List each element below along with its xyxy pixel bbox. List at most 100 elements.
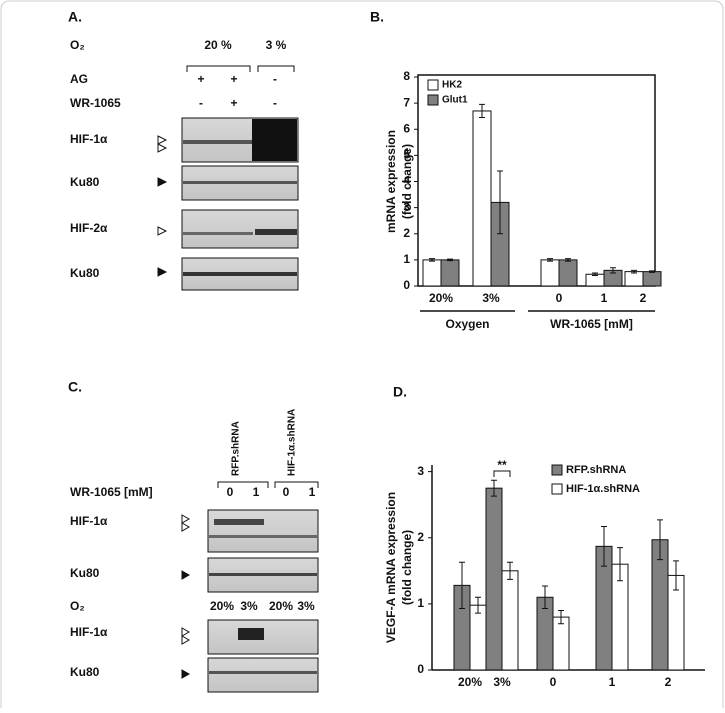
panel-label: C.	[68, 379, 82, 395]
y-axis-label: mRNA expression	[384, 130, 398, 233]
bracket	[217, 481, 319, 488]
bar	[422, 259, 442, 287]
group-label: RFP.shRNA	[231, 421, 242, 476]
x-tick-label: 1	[601, 291, 608, 305]
row-label: AG	[70, 72, 88, 86]
group-label: Oxygen	[445, 317, 489, 331]
error-bar	[610, 267, 616, 274]
bar	[501, 570, 519, 671]
bar	[485, 487, 503, 671]
condition: 3%	[240, 599, 258, 613]
y-tick-label: 6	[403, 121, 410, 135]
bar	[540, 259, 560, 287]
legend-swatch	[427, 79, 439, 91]
error-bar	[657, 519, 663, 561]
condition: 3 %	[266, 38, 287, 52]
y-tick-label: 3	[417, 464, 424, 478]
mark: -	[273, 72, 277, 86]
x-tick-label: 2	[640, 291, 647, 305]
bar	[624, 271, 644, 287]
condition: 3%	[297, 599, 315, 613]
error-bar	[547, 258, 553, 262]
blot-label: HIF-1α	[70, 132, 108, 146]
y-tick-label: 1	[417, 596, 424, 610]
mark: +	[197, 72, 204, 86]
panel-label: D.	[393, 384, 407, 400]
x-tick-label: 3%	[493, 675, 511, 689]
condition: 20%	[269, 599, 293, 613]
y-tick-label: 0	[403, 278, 410, 292]
y-tick-label: 5	[403, 148, 410, 162]
group-label: WR-1065 [mM]	[550, 317, 633, 331]
bracket	[186, 65, 295, 72]
error-bar	[429, 258, 435, 262]
legend-label: Glut1	[442, 95, 468, 106]
legend-swatch	[551, 464, 563, 476]
y-tick-label: 1	[403, 252, 410, 266]
row-label: WR-1065 [mM]	[70, 485, 153, 499]
y-tick-label: 4	[403, 174, 410, 188]
error-bar	[479, 103, 485, 118]
error-bar	[631, 269, 637, 274]
mark: -	[199, 96, 203, 110]
bar	[469, 604, 487, 671]
panel-label: B.	[370, 9, 384, 25]
error-bar	[558, 609, 564, 625]
significance-bracket	[493, 470, 511, 477]
bar	[558, 259, 578, 287]
row-label: O₂	[70, 599, 85, 613]
error-bar	[673, 560, 679, 591]
mark: +	[230, 72, 237, 86]
error-bar	[447, 258, 453, 262]
legend-label: HIF-1α.shRNA	[566, 483, 640, 495]
error-bar	[475, 596, 481, 614]
x-tick-label: 0	[550, 675, 557, 689]
condition: 20%	[210, 599, 234, 613]
bar	[472, 110, 492, 287]
plot-frame	[417, 74, 656, 287]
error-bar	[491, 479, 497, 497]
x-tick-label: 20%	[429, 291, 453, 305]
significance: **	[497, 458, 507, 472]
y-tick-label: 7	[403, 95, 410, 109]
error-bar	[565, 258, 571, 262]
panel-label: A.	[68, 9, 82, 25]
mark: +	[230, 96, 237, 110]
y-tick-label: 8	[403, 69, 410, 83]
error-bar	[649, 270, 655, 273]
blot-label: Ku80	[70, 266, 100, 280]
y-tick-label: 2	[403, 226, 410, 240]
bar	[552, 616, 570, 671]
y-tick-label: 2	[417, 530, 424, 544]
blot-label: HIF-1α	[70, 625, 108, 639]
error-bar	[459, 561, 465, 609]
legend-label: RFP.shRNA	[566, 464, 626, 476]
condition: 20 %	[204, 38, 232, 52]
blot-label: Ku80	[70, 566, 100, 580]
y-axis-label: VEGF-A mRNA expression	[384, 492, 398, 643]
blot-label: Ku80	[70, 175, 100, 189]
x-tick-label: 2	[665, 675, 672, 689]
group-label: HIF-1α.shRNA	[287, 409, 298, 476]
y-tick-label: 3	[403, 200, 410, 214]
x-tick-label: 20%	[458, 675, 482, 689]
dose: 0	[227, 485, 234, 499]
y-axis-label: (fold change)	[400, 144, 414, 219]
legend-label: HK2	[442, 80, 462, 91]
blot-label: HIF-1α	[70, 514, 108, 528]
error-bar	[542, 585, 548, 609]
bar	[440, 259, 460, 287]
dose: 1	[309, 485, 316, 499]
row-label: O₂	[70, 38, 85, 52]
mark: -	[273, 96, 277, 110]
x-tick-label: 0	[556, 291, 563, 305]
blots-c	[181, 509, 319, 693]
legend-swatch	[551, 483, 563, 495]
dose: 1	[253, 485, 260, 499]
blots-a	[157, 117, 299, 291]
blot-label: HIF-2α	[70, 221, 108, 235]
row-label: WR-1065	[70, 96, 121, 110]
legend-swatch	[427, 94, 439, 106]
